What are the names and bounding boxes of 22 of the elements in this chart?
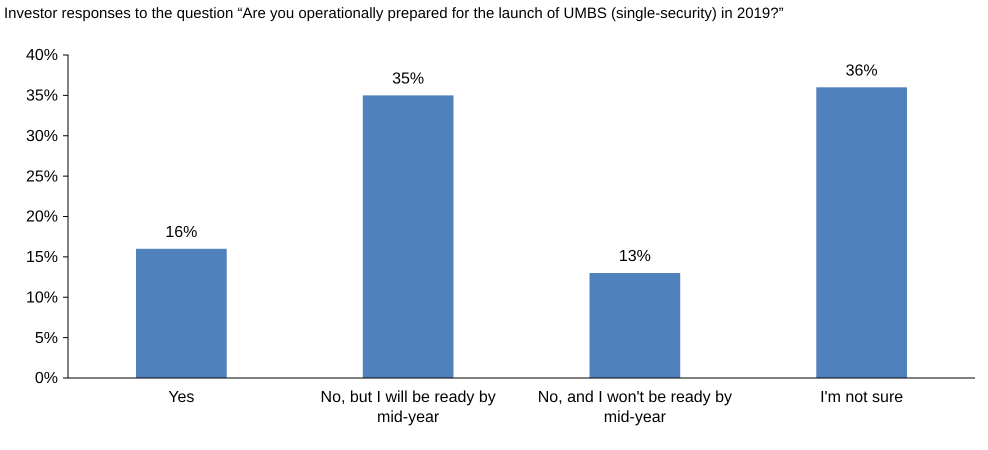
bar (590, 273, 680, 378)
y-tick-label: 20% (26, 208, 58, 226)
data-label: 36% (846, 62, 878, 80)
y-tick-label: 35% (26, 87, 58, 104)
y-tick-label: 30% (26, 128, 58, 145)
y-tick-label: 5% (34, 330, 58, 347)
bar (362, 95, 454, 378)
y-tick-label: 10% (26, 289, 58, 306)
y-tick-label: 0% (34, 370, 58, 388)
data-label: 16% (165, 224, 198, 241)
x-tick-label: Yes (168, 389, 194, 406)
y-tick-label: 15% (26, 248, 58, 266)
y-tick-label: 25% (26, 168, 58, 186)
bar (136, 248, 227, 378)
x-tick-label: No, but I will be ready by mid-year (320, 389, 496, 426)
data-label: 13% (618, 248, 651, 266)
x-tick-label: No, and I won't be ready by mid-year (538, 389, 732, 426)
data-label: 35% (392, 70, 424, 88)
x-tick-label: I'm not sure (820, 389, 904, 406)
chart-title: Investor responses to the question “Are you operationally prepared for the launch of UMBS (single-security) in 2019?” (4, 5, 784, 22)
bar (816, 87, 907, 378)
y-tick-label: 40% (26, 47, 58, 64)
